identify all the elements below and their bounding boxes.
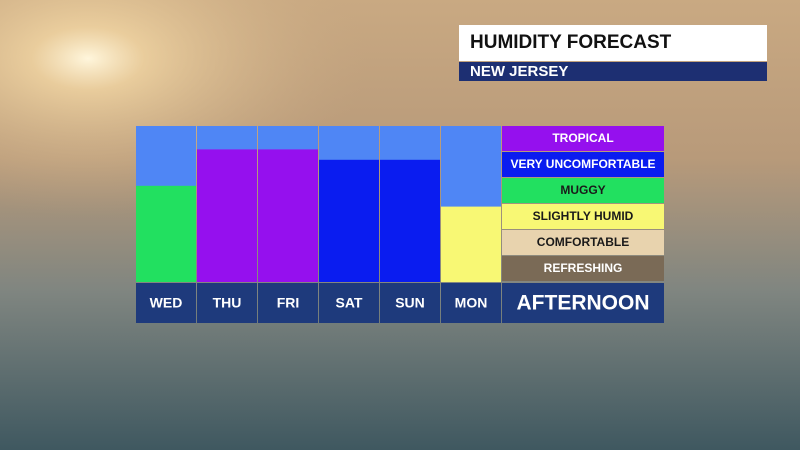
- legend-swatch: [502, 256, 664, 281]
- subtitle: NEW JERSEY: [470, 63, 568, 80]
- x-tick-label: WED: [150, 295, 183, 311]
- day-box: [197, 283, 257, 323]
- bar: [136, 185, 196, 282]
- legend-label: MUGGY: [560, 183, 605, 197]
- x-tick-label: THU: [213, 295, 242, 311]
- bar: [380, 159, 440, 282]
- legend-swatch: [502, 178, 664, 203]
- legend-label: REFRESHING: [544, 261, 623, 275]
- title-box: [459, 25, 767, 61]
- legend-label: SLIGHTLY HUMID: [533, 209, 634, 223]
- x-tick-label: MON: [455, 295, 488, 311]
- x-tick-label: SUN: [395, 295, 425, 311]
- bar: [258, 149, 318, 282]
- legend-swatch: [502, 152, 664, 177]
- subtitle-box: [459, 62, 767, 81]
- x-tick-label: SAT: [336, 295, 363, 311]
- period-box: [502, 283, 664, 323]
- bar: [197, 149, 257, 282]
- legend-swatch: [502, 230, 664, 255]
- x-tick-label: FRI: [277, 295, 300, 311]
- bar: [441, 206, 501, 282]
- legend-label: COMFORTABLE: [537, 235, 629, 249]
- title: HUMIDITY FORECAST: [470, 32, 672, 53]
- period-label: AFTERNOON: [517, 292, 650, 315]
- legend-label: VERY UNCOMFORTABLE: [510, 157, 655, 171]
- bar: [319, 159, 379, 282]
- legend-swatch: [502, 126, 664, 151]
- day-box: [441, 283, 501, 323]
- day-box: [319, 283, 379, 323]
- legend-label: TROPICAL: [552, 131, 613, 145]
- day-box: [136, 283, 196, 323]
- legend-swatch: [502, 204, 664, 229]
- day-box: [380, 283, 440, 323]
- day-box: [258, 283, 318, 323]
